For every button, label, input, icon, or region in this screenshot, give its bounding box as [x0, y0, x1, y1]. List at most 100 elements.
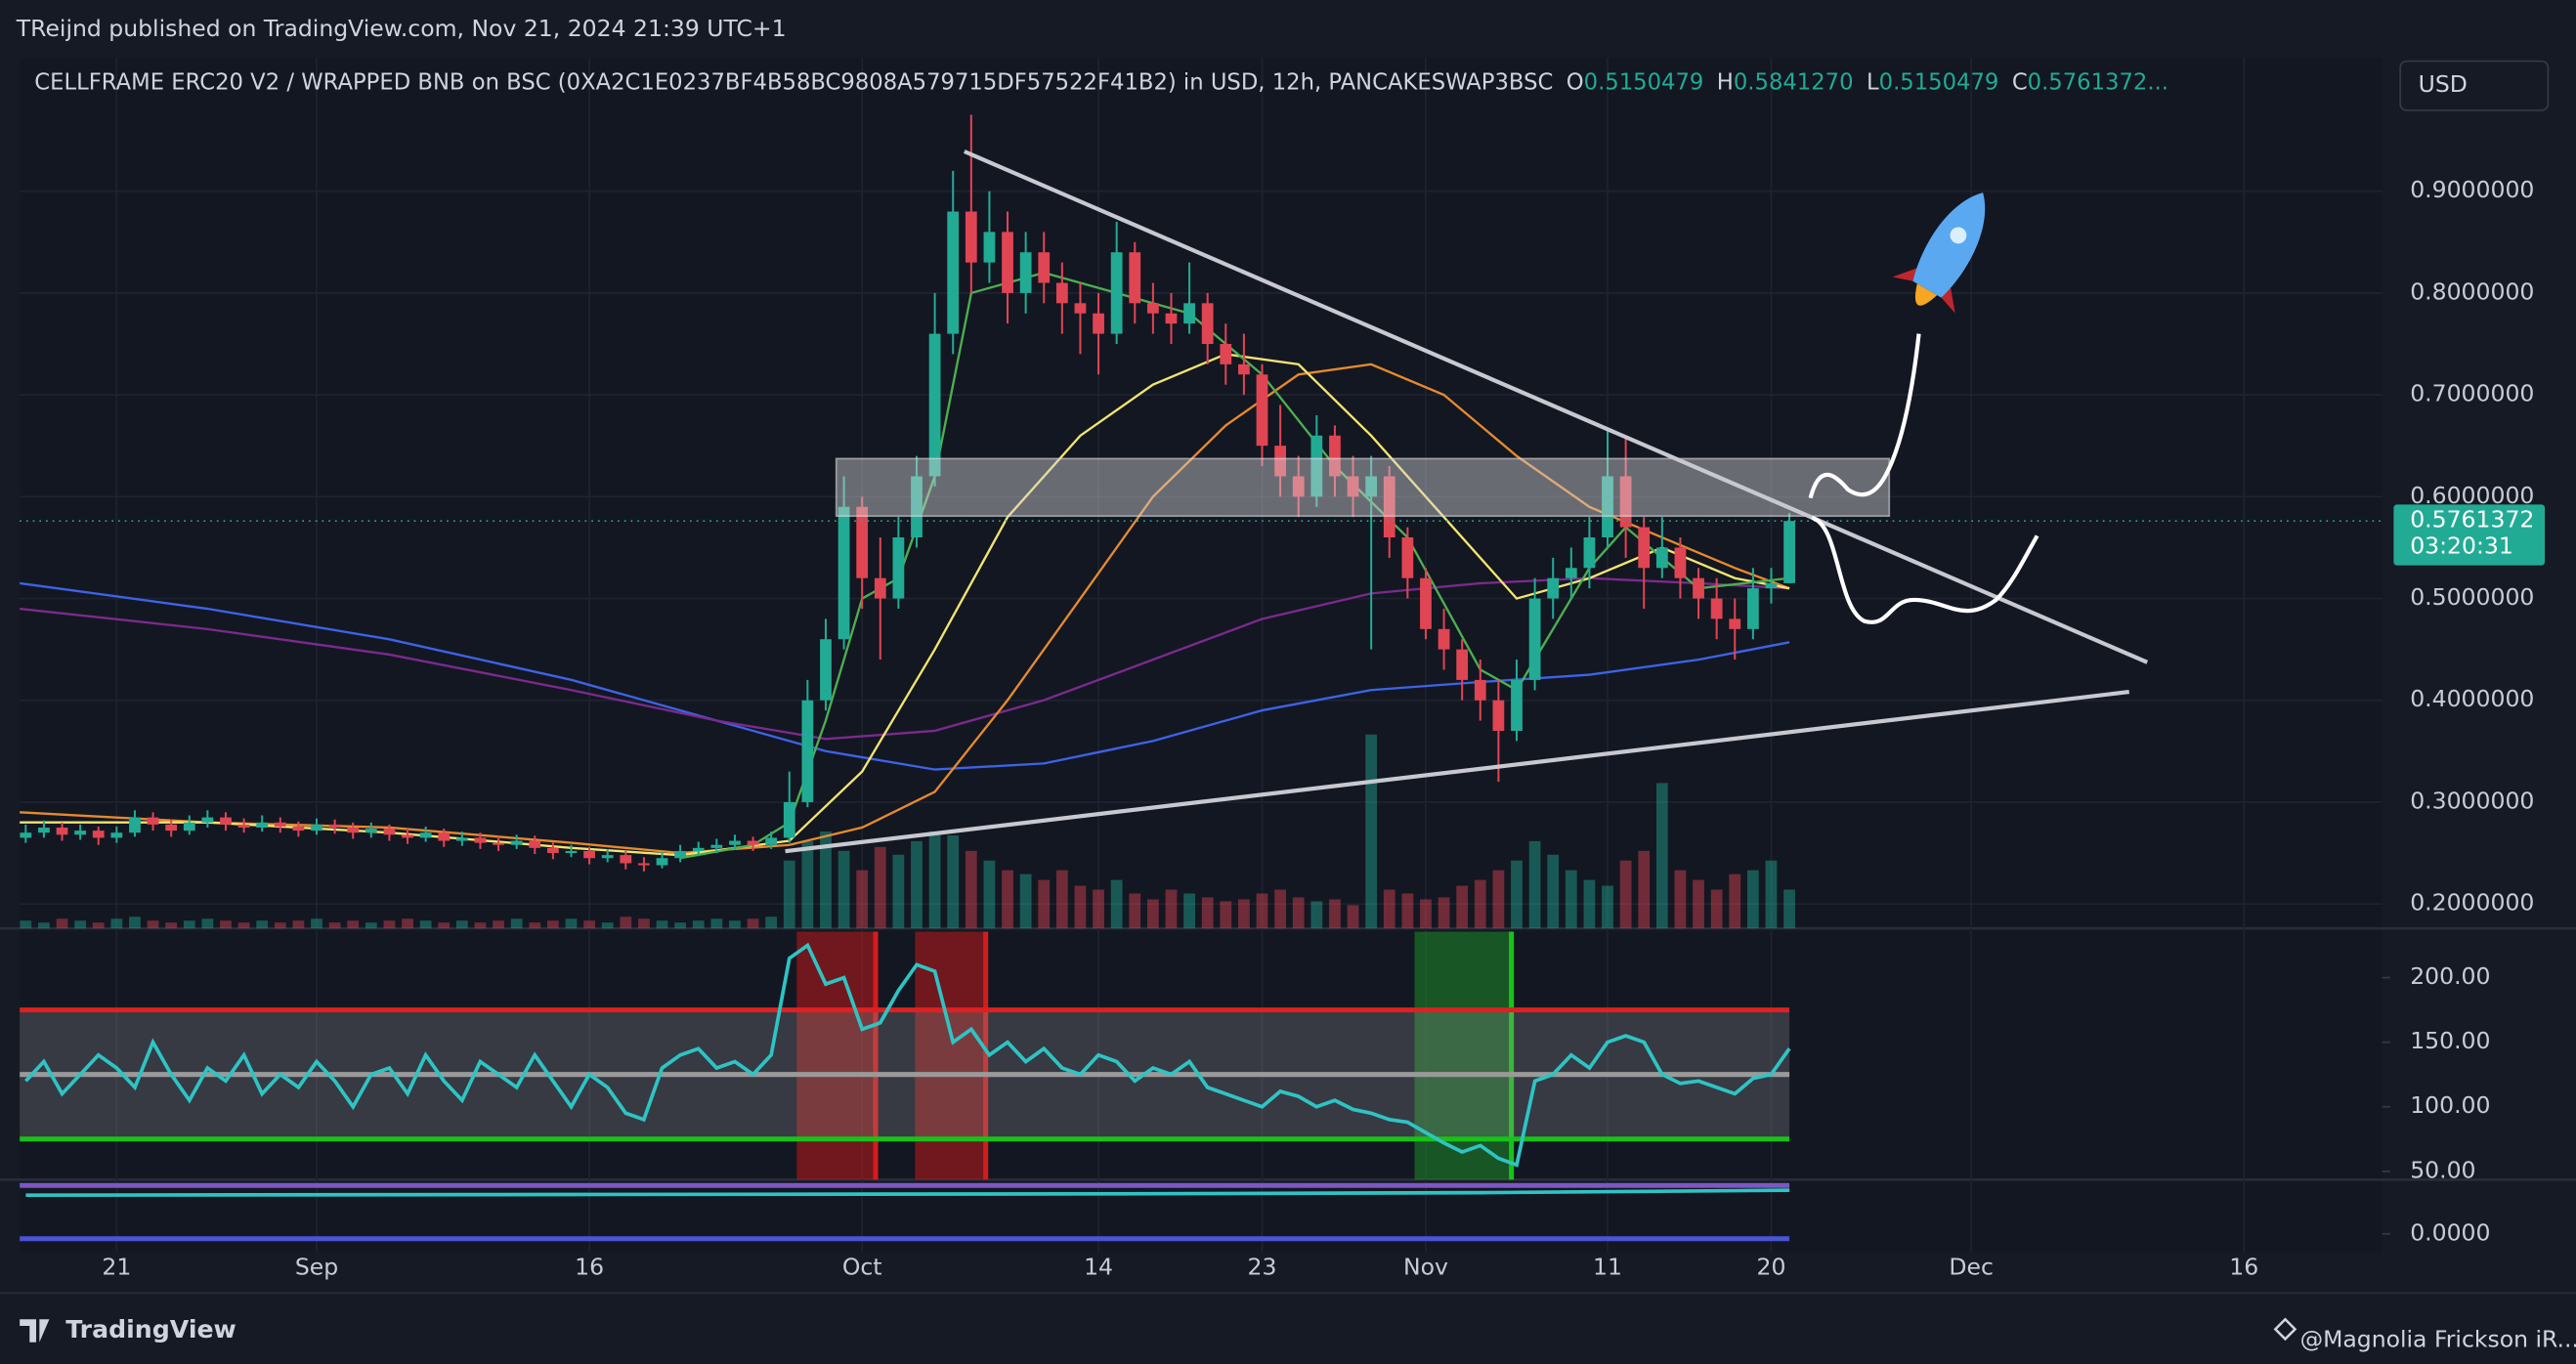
volume-bar [92, 922, 105, 929]
candle-body [1238, 363, 1250, 375]
candle-body [1201, 303, 1214, 345]
x-tick-label: 23 [1248, 1254, 1277, 1281]
candle-body [56, 828, 68, 835]
candle-body [983, 232, 996, 263]
candle-body [419, 832, 432, 838]
indicator-line [24, 942, 1791, 1168]
candle-body [1038, 252, 1051, 283]
brand: TradingView [65, 1315, 236, 1343]
candle-body [474, 837, 487, 843]
candle-body [1401, 537, 1414, 578]
candle-body [183, 822, 195, 831]
volume-bar [1310, 901, 1323, 929]
volume-bar [911, 840, 923, 929]
candle-body [1093, 313, 1104, 334]
volume-bar [38, 922, 50, 929]
volume-bar [546, 920, 559, 929]
resistance-zone [835, 457, 1891, 518]
volume-bar [1038, 879, 1051, 929]
volume-bar [1002, 870, 1013, 929]
y-tick-label: 0.8000000 [2410, 277, 2534, 305]
candle-body [347, 828, 360, 833]
volume-bar [820, 831, 832, 929]
candle-body [1220, 344, 1232, 364]
candle-body [1383, 476, 1395, 538]
volume-bar [237, 922, 250, 929]
volume-bar [1220, 901, 1232, 929]
publisher: TReijnd published on TradingView.com, No… [16, 15, 787, 42]
volume-bar [638, 918, 650, 929]
volume-bar [565, 918, 578, 929]
volume-bar [383, 920, 396, 929]
candle-body [1583, 537, 1596, 569]
legend-key: L [1867, 69, 1879, 95]
candle-body [1310, 435, 1323, 497]
candle-body [1746, 588, 1759, 629]
candle-body [1729, 618, 1741, 629]
volume-bar [129, 916, 141, 929]
currency-button[interactable] [2399, 60, 2550, 111]
x-tick-label: 11 [1593, 1254, 1622, 1281]
candle-body [493, 842, 504, 845]
candle-body [256, 822, 269, 829]
candle-body [892, 537, 905, 599]
currency-label[interactable]: USD [2419, 70, 2468, 98]
moving-average [20, 581, 1790, 771]
volume-bar [328, 922, 341, 929]
candle-body [1674, 547, 1687, 578]
volume-bar [510, 918, 523, 929]
volume-bar [1238, 899, 1250, 929]
volume-bar [529, 922, 541, 929]
candle-body [1783, 521, 1795, 583]
volume-bar [1347, 905, 1359, 929]
candle-body [1693, 577, 1704, 599]
y-tick-label: 0.7000000 [2410, 380, 2534, 407]
volume-bar [147, 920, 159, 929]
volume-bar [56, 918, 68, 929]
volume-bar [1129, 893, 1141, 929]
y-tick-label: 150.00 [2410, 1027, 2490, 1054]
volume-bar [474, 922, 487, 929]
candle-body [1655, 547, 1668, 569]
x-tick-label: Oct [842, 1254, 882, 1281]
candle-body [1365, 476, 1378, 497]
volume-bar [292, 920, 305, 929]
candle-body [674, 850, 687, 859]
candle-body [1019, 252, 1032, 293]
candle-body [129, 817, 141, 833]
symbol: CELLFRAME ERC20 V2 / WRAPPED BNB on BSC … [34, 69, 1553, 95]
candle-body [1274, 446, 1286, 477]
x-tick-label: Dec [1949, 1254, 1994, 1281]
volume-bar [1093, 889, 1104, 929]
candle-body [365, 829, 377, 833]
last-price-label: 0.5761372 [2410, 506, 2534, 533]
hand-drawn-path [1808, 333, 1921, 499]
candle-body [1329, 435, 1341, 477]
volume-bar [983, 860, 996, 929]
volume-bar [583, 920, 595, 929]
candle-body [1256, 374, 1268, 447]
candle-body [1129, 252, 1141, 304]
candle-body [874, 577, 886, 599]
candle-body [710, 844, 723, 848]
volume-bar [1638, 850, 1651, 929]
legend-key: H [1717, 69, 1734, 95]
volume-bar [1055, 870, 1068, 929]
candle-body [274, 822, 286, 827]
volume-bar [1602, 885, 1613, 929]
candle-body [656, 858, 668, 866]
volume-bar [402, 918, 413, 929]
volume-bar [1693, 879, 1704, 929]
candle-body [1638, 527, 1651, 569]
x-tick-label: Nov [1403, 1254, 1448, 1281]
moving-average [20, 362, 1790, 855]
candle-body [1565, 568, 1577, 578]
x-tick-label: 20 [1757, 1254, 1786, 1281]
volume-bar [1783, 889, 1795, 929]
volume-bar [692, 920, 705, 929]
volume-bar [1619, 860, 1632, 929]
candle-body [565, 850, 578, 854]
volume-bar [1110, 879, 1123, 929]
candle-body [220, 817, 232, 825]
